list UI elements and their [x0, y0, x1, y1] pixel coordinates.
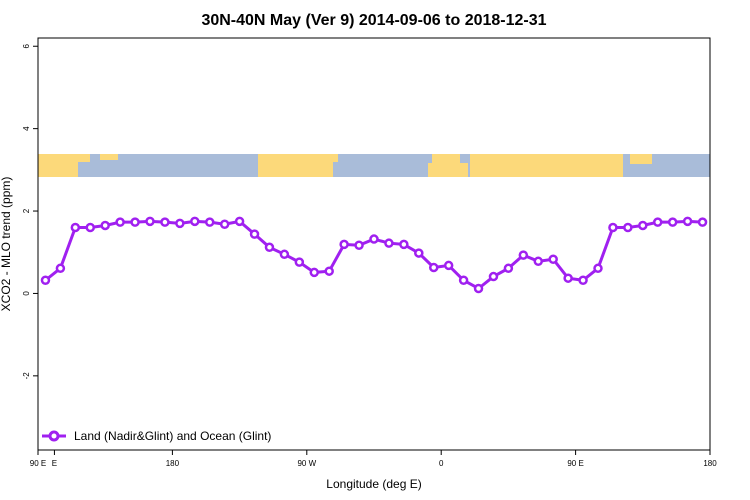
data-point — [428, 262, 439, 273]
x-axis-label: Longitude (deg E) — [326, 477, 421, 491]
data-point — [488, 271, 499, 282]
y-axis-label: XCO2 - MLO trend (ppm) — [0, 177, 13, 312]
data-point — [652, 217, 663, 227]
data-point — [682, 216, 693, 227]
x-tick-label: 90 E — [30, 459, 46, 468]
data-point — [309, 267, 320, 278]
x-tick-label: 0 — [439, 459, 444, 468]
data-point — [115, 217, 125, 227]
data-point — [533, 256, 544, 267]
series-line — [44, 219, 703, 291]
data-point — [40, 275, 51, 286]
data-point — [638, 220, 648, 231]
data-point — [563, 273, 573, 283]
data-point — [160, 217, 170, 227]
data-point — [339, 239, 349, 250]
data-point — [399, 239, 409, 250]
x-tick-label: E — [52, 459, 57, 468]
x-tick-label: 180 — [703, 459, 717, 468]
data-point — [264, 242, 275, 253]
data-point — [100, 220, 110, 231]
data-point — [667, 217, 678, 227]
data-point — [294, 257, 305, 267]
series — [40, 216, 708, 294]
data-point — [548, 254, 558, 264]
data-point — [324, 266, 334, 276]
data-point — [219, 219, 230, 229]
y-tick-label: 6 — [22, 43, 31, 48]
plot-frame — [37, 37, 711, 451]
x-tick-label: 90 W — [297, 459, 316, 468]
map-strip — [38, 154, 710, 177]
chart-title: 30N-40N May (Ver 9) 2014-09-06 to 2018-1… — [201, 12, 546, 29]
data-point — [249, 229, 260, 239]
data-point — [608, 222, 618, 233]
x-tick-label: 180 — [166, 459, 180, 468]
data-point — [130, 217, 140, 227]
y-tick-label: 2 — [22, 208, 31, 213]
data-point — [279, 249, 290, 260]
data-point — [578, 275, 588, 286]
data-point — [369, 234, 379, 244]
data-point — [414, 248, 424, 258]
data-point — [55, 263, 66, 274]
legend: Land (Nadir&Glint) and Ocean (Glint) — [42, 429, 271, 443]
data-point — [458, 275, 469, 286]
data-point — [473, 283, 484, 294]
data-point — [85, 222, 96, 233]
legend-marker — [48, 430, 60, 442]
data-point — [697, 217, 708, 227]
x-tick-label: 90 E — [567, 459, 583, 468]
data-point — [234, 216, 245, 227]
data-point — [443, 260, 454, 271]
data-point — [593, 263, 603, 274]
data-point — [145, 216, 155, 227]
legend-label: Land (Nadir&Glint) and Ocean (Glint) — [74, 429, 271, 443]
y-tick-label: 4 — [22, 126, 31, 131]
data-point — [518, 250, 529, 260]
data-point — [190, 216, 200, 227]
data-point — [70, 222, 81, 233]
data-point — [503, 263, 514, 274]
data-point — [384, 238, 394, 248]
data-point — [204, 217, 215, 227]
data-point — [354, 240, 364, 250]
data-point — [175, 218, 185, 229]
data-point — [623, 222, 633, 233]
y-tick-label: 0 — [22, 291, 31, 296]
y-tick-label: -2 — [22, 372, 31, 380]
